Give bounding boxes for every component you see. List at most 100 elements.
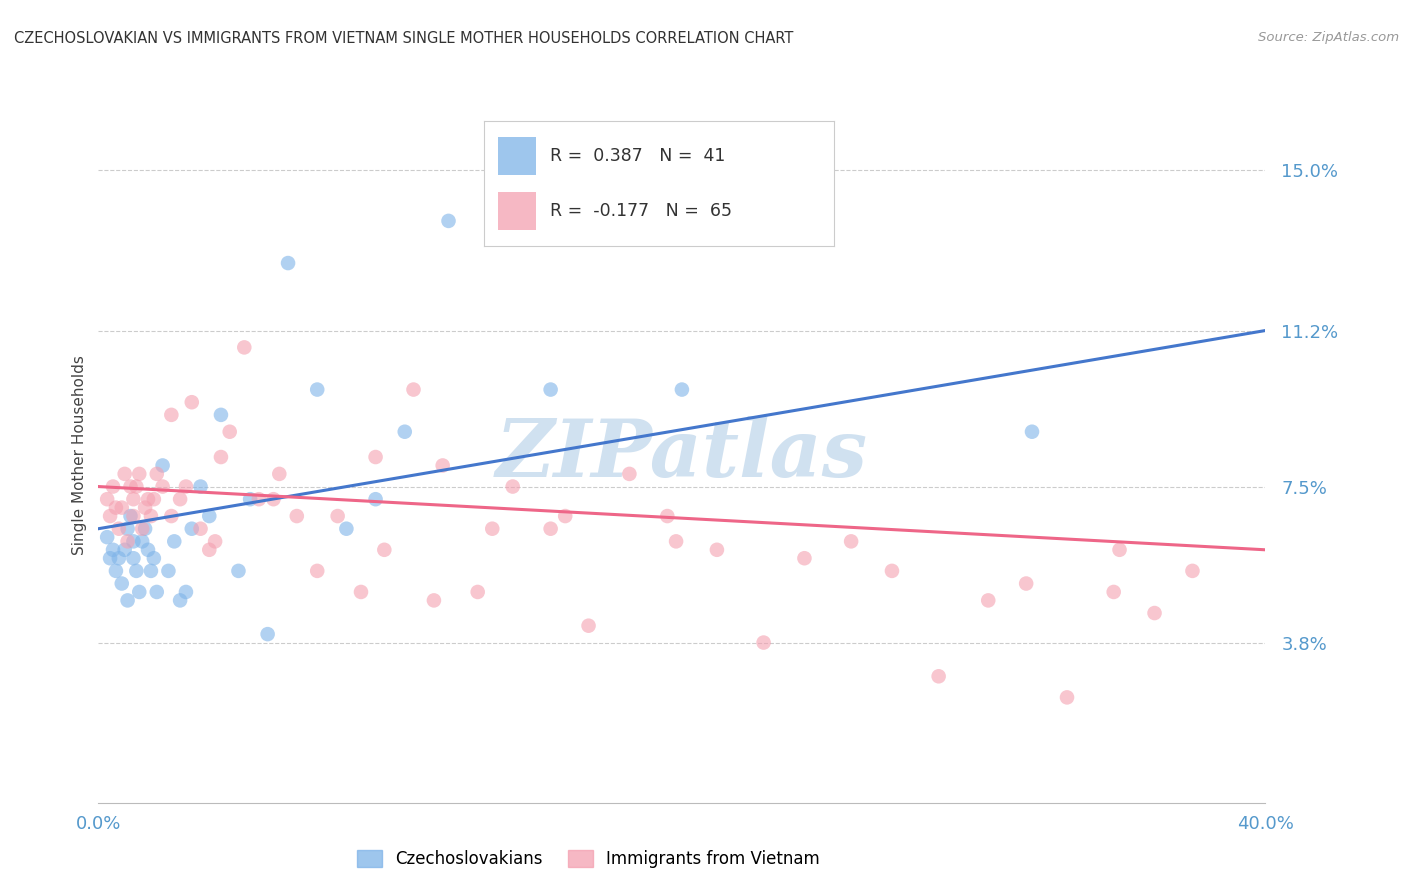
- Point: [134, 500, 156, 515]
- Point: [307, 564, 329, 578]
- Point: [190, 522, 212, 536]
- Text: ZIPatlas: ZIPatlas: [496, 417, 868, 493]
- Point: [114, 467, 136, 481]
- Text: CZECHOSLOVAKIAN VS IMMIGRANTS FROM VIETNAM SINGLE MOTHER HOUSEHOLDS CORRELATION : CZECHOSLOVAKIAN VS IMMIGRANTS FROM VIETN…: [14, 31, 793, 46]
- Point: [152, 458, 174, 473]
- Point: [928, 669, 950, 683]
- Point: [554, 509, 576, 524]
- Point: [209, 450, 232, 464]
- Point: [122, 534, 145, 549]
- Point: [131, 522, 153, 536]
- Point: [122, 551, 145, 566]
- Point: [136, 542, 159, 557]
- Point: [131, 534, 153, 549]
- Point: [619, 467, 641, 481]
- Point: [350, 585, 373, 599]
- Point: [256, 627, 278, 641]
- Point: [364, 492, 387, 507]
- Point: [139, 564, 162, 578]
- Point: [122, 509, 145, 524]
- Point: [117, 522, 139, 536]
- Point: [423, 593, 446, 607]
- Point: [180, 522, 202, 536]
- Point: [481, 522, 503, 536]
- Point: [96, 530, 118, 544]
- Point: [335, 522, 357, 536]
- Point: [174, 585, 197, 599]
- Point: [285, 509, 308, 524]
- Point: [1015, 576, 1038, 591]
- Point: [163, 534, 186, 549]
- Point: [180, 395, 202, 409]
- Point: [142, 551, 165, 566]
- Point: [101, 479, 124, 493]
- Point: [578, 618, 600, 632]
- Point: [160, 509, 183, 524]
- Point: [793, 551, 815, 566]
- Point: [136, 492, 159, 507]
- Point: [239, 492, 262, 507]
- Text: Source: ZipAtlas.com: Source: ZipAtlas.com: [1258, 31, 1399, 45]
- Point: [152, 479, 174, 493]
- Point: [657, 509, 679, 524]
- Point: [108, 551, 131, 566]
- Point: [98, 551, 121, 566]
- Point: [111, 500, 134, 515]
- Point: [209, 408, 232, 422]
- Point: [96, 492, 118, 507]
- Point: [262, 492, 284, 507]
- Point: [326, 509, 349, 524]
- Point: [160, 408, 183, 422]
- Point: [665, 534, 688, 549]
- Point: [706, 542, 728, 557]
- Point: [128, 467, 150, 481]
- Point: [128, 585, 150, 599]
- Point: [122, 492, 145, 507]
- Point: [198, 542, 221, 557]
- Point: [307, 383, 329, 397]
- Point: [111, 576, 134, 591]
- Point: [190, 479, 212, 493]
- Point: [198, 509, 221, 524]
- Point: [364, 450, 387, 464]
- Point: [104, 564, 127, 578]
- Point: [114, 542, 136, 557]
- Point: [120, 509, 142, 524]
- Point: [146, 467, 169, 481]
- Point: [98, 509, 121, 524]
- Point: [671, 383, 693, 397]
- Point: [1102, 585, 1125, 599]
- Point: [247, 492, 270, 507]
- Point: [101, 542, 124, 557]
- Point: [880, 564, 903, 578]
- Point: [142, 492, 165, 507]
- Point: [134, 522, 156, 536]
- Point: [402, 383, 425, 397]
- Point: [120, 479, 142, 493]
- Point: [269, 467, 291, 481]
- Y-axis label: Single Mother Households: Single Mother Households: [72, 355, 87, 555]
- Point: [104, 500, 127, 515]
- Point: [1056, 690, 1078, 705]
- Point: [157, 564, 180, 578]
- Point: [139, 509, 162, 524]
- Point: [502, 479, 524, 493]
- Point: [218, 425, 240, 439]
- Point: [437, 214, 460, 228]
- Point: [174, 479, 197, 493]
- Point: [169, 593, 191, 607]
- Point: [394, 425, 416, 439]
- Point: [1108, 542, 1130, 557]
- Point: [540, 383, 562, 397]
- Point: [432, 458, 454, 473]
- Point: [228, 564, 250, 578]
- Point: [1143, 606, 1166, 620]
- Point: [146, 585, 169, 599]
- Point: [125, 564, 148, 578]
- Point: [1021, 425, 1043, 439]
- Point: [373, 542, 395, 557]
- Point: [540, 522, 562, 536]
- Point: [467, 585, 489, 599]
- Point: [977, 593, 1000, 607]
- Point: [117, 593, 139, 607]
